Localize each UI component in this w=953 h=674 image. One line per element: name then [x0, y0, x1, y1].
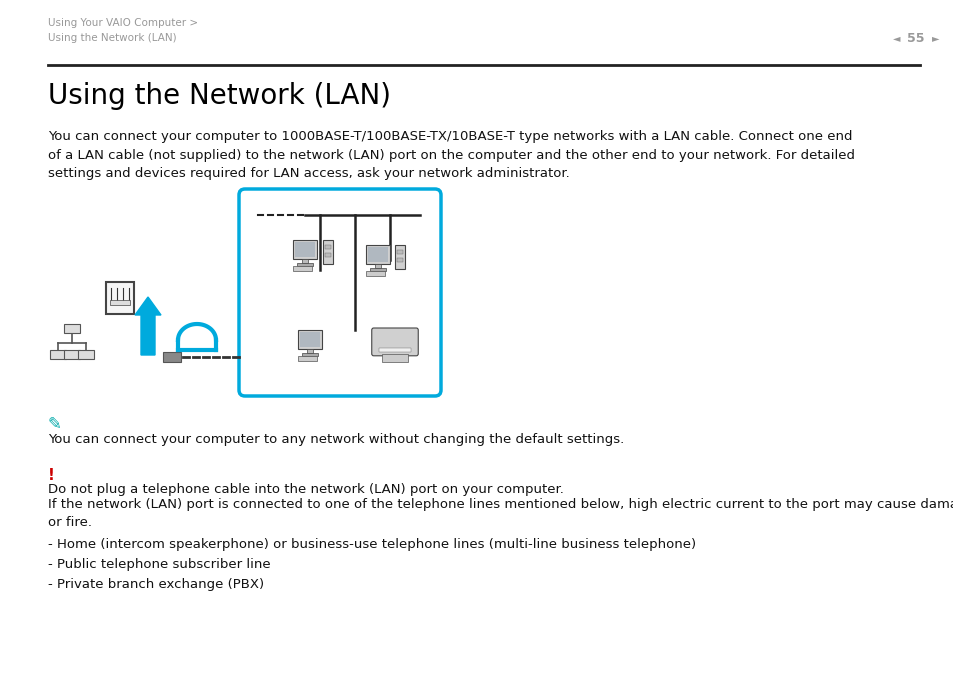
Bar — [307, 348, 313, 353]
Text: - Home (intercom speakerphone) or business-use telephone lines (multi-line busin: - Home (intercom speakerphone) or busine… — [48, 538, 696, 551]
Bar — [395, 245, 405, 269]
Text: Using the Network (LAN): Using the Network (LAN) — [48, 82, 391, 110]
Text: - Private branch exchange (PBX): - Private branch exchange (PBX) — [48, 578, 264, 591]
Text: You can connect your computer to 1000BASE-T/100BASE-TX/10BASE-T type networks wi: You can connect your computer to 1000BAS… — [48, 130, 854, 180]
Text: !: ! — [48, 468, 55, 483]
Bar — [396, 250, 403, 254]
FancyBboxPatch shape — [239, 189, 440, 396]
Bar — [302, 259, 307, 263]
Text: ►: ► — [931, 33, 939, 43]
Bar — [294, 242, 314, 257]
Text: - Public telephone subscriber line: - Public telephone subscriber line — [48, 558, 271, 571]
Text: ◄: ◄ — [892, 33, 900, 43]
FancyArrow shape — [135, 297, 161, 355]
Bar — [64, 350, 80, 359]
Bar — [163, 352, 181, 362]
Bar — [300, 332, 319, 346]
FancyBboxPatch shape — [372, 328, 417, 356]
Bar — [322, 240, 333, 264]
Text: 55: 55 — [906, 32, 923, 44]
Bar — [110, 300, 130, 305]
Bar — [297, 263, 313, 266]
Bar — [297, 357, 316, 361]
Bar — [106, 282, 133, 314]
Bar — [368, 247, 388, 262]
Bar — [297, 330, 321, 348]
Bar — [293, 240, 316, 259]
Bar — [370, 268, 385, 270]
Bar — [302, 353, 317, 355]
Bar — [325, 253, 331, 257]
Text: If the network (LAN) port is connected to one of the telephone lines mentioned b: If the network (LAN) port is connected t… — [48, 498, 953, 530]
Bar — [366, 272, 384, 276]
Bar — [78, 350, 94, 359]
Text: You can connect your computer to any network without changing the default settin: You can connect your computer to any net… — [48, 433, 623, 446]
Bar — [396, 258, 403, 262]
Bar — [378, 348, 411, 352]
Text: Using the Network (LAN): Using the Network (LAN) — [48, 33, 176, 43]
Text: Using Your VAIO Computer >: Using Your VAIO Computer > — [48, 18, 198, 28]
Bar — [381, 354, 408, 362]
Bar — [325, 245, 331, 249]
Bar — [50, 350, 66, 359]
Text: ✎: ✎ — [48, 415, 62, 433]
Bar — [293, 266, 312, 270]
Text: Do not plug a telephone cable into the network (LAN) port on your computer.: Do not plug a telephone cable into the n… — [48, 483, 563, 496]
Bar — [375, 264, 380, 268]
Bar — [64, 324, 80, 333]
Bar — [366, 245, 390, 264]
